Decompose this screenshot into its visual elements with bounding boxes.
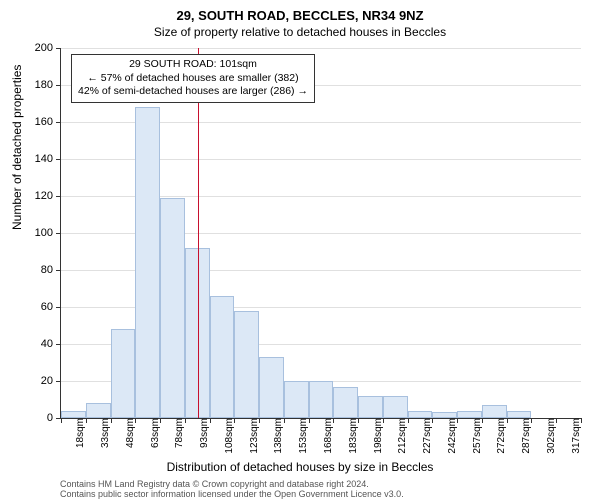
x-tick [581,418,582,423]
x-tick-label: 272sqm [490,418,507,454]
x-tick-label: 108sqm [218,418,235,454]
histogram-bar [383,396,408,418]
x-tick [383,418,384,423]
x-tick [234,418,235,423]
annotation-line2: ← 57% of detached houses are smaller (38… [78,72,308,86]
x-tick [284,418,285,423]
x-axis-title: Distribution of detached houses by size … [0,460,600,474]
y-tick-label: 140 [35,153,61,165]
y-axis-title: Number of detached properties [10,65,24,230]
histogram-bar [482,405,507,418]
x-tick-label: 183sqm [342,418,359,454]
plot-area: 29 SOUTH ROAD: 101sqm ← 57% of detached … [60,48,581,419]
x-tick [210,418,211,423]
x-tick [86,418,87,423]
x-tick-label: 18sqm [69,418,86,448]
x-tick [556,418,557,423]
x-tick-label: 287sqm [515,418,532,454]
chart-container: 29, SOUTH ROAD, BECCLES, NR34 9NZ Size o… [0,0,600,500]
footer-line2: Contains public sector information licen… [60,490,404,500]
y-tick-label: 180 [35,79,61,91]
x-tick [482,418,483,423]
x-tick [61,418,62,423]
histogram-bar [61,411,86,418]
x-tick-label: 168sqm [317,418,334,454]
histogram-bar [259,357,284,418]
x-tick-label: 302sqm [540,418,557,454]
grid-line [61,48,581,49]
x-tick [309,418,310,423]
x-tick [408,418,409,423]
histogram-bar [333,387,358,418]
histogram-bar [135,107,160,418]
histogram-bar [284,381,309,418]
histogram-bar [408,411,433,418]
x-tick [457,418,458,423]
x-tick-label: 63sqm [144,418,161,448]
histogram-bar [457,411,482,418]
histogram-bar [234,311,259,418]
x-tick [432,418,433,423]
histogram-bar [358,396,383,418]
x-tick-label: 227sqm [416,418,433,454]
annotation-line1: 29 SOUTH ROAD: 101sqm [78,58,308,72]
y-tick-label: 20 [41,375,61,387]
y-tick-label: 80 [41,264,61,276]
y-tick-label: 100 [35,227,61,239]
histogram-bar [210,296,235,418]
x-tick-label: 78sqm [168,418,185,448]
x-tick-label: 93sqm [193,418,210,448]
x-tick [358,418,359,423]
y-tick-label: 60 [41,301,61,313]
annotation-box: 29 SOUTH ROAD: 101sqm ← 57% of detached … [71,54,315,103]
histogram-bar [309,381,334,418]
x-tick [333,418,334,423]
x-tick-label: 317sqm [565,418,582,454]
y-tick-label: 200 [35,42,61,54]
x-tick-label: 123sqm [243,418,260,454]
x-tick [160,418,161,423]
x-tick-label: 138sqm [267,418,284,454]
y-tick-label: 0 [47,412,61,424]
x-tick [111,418,112,423]
chart-title-main: 29, SOUTH ROAD, BECCLES, NR34 9NZ [0,0,600,23]
y-tick-label: 120 [35,190,61,202]
chart-title-sub: Size of property relative to detached ho… [0,23,600,39]
y-tick-label: 160 [35,116,61,128]
footer-attribution: Contains HM Land Registry data © Crown c… [60,480,404,500]
x-tick-label: 242sqm [441,418,458,454]
histogram-bar [160,198,185,418]
x-tick-label: 198sqm [367,418,384,454]
reference-line [198,48,199,418]
x-tick-label: 257sqm [466,418,483,454]
x-tick-label: 33sqm [94,418,111,448]
x-tick [259,418,260,423]
x-tick-label: 212sqm [391,418,408,454]
x-tick [135,418,136,423]
x-tick-label: 153sqm [292,418,309,454]
x-tick-label: 48sqm [119,418,136,448]
annotation-line3: 42% of semi-detached houses are larger (… [78,85,308,99]
x-tick [185,418,186,423]
histogram-bar [111,329,136,418]
histogram-bar [507,411,532,418]
x-tick [507,418,508,423]
y-tick-label: 40 [41,338,61,350]
histogram-bar [86,403,111,418]
x-tick [531,418,532,423]
